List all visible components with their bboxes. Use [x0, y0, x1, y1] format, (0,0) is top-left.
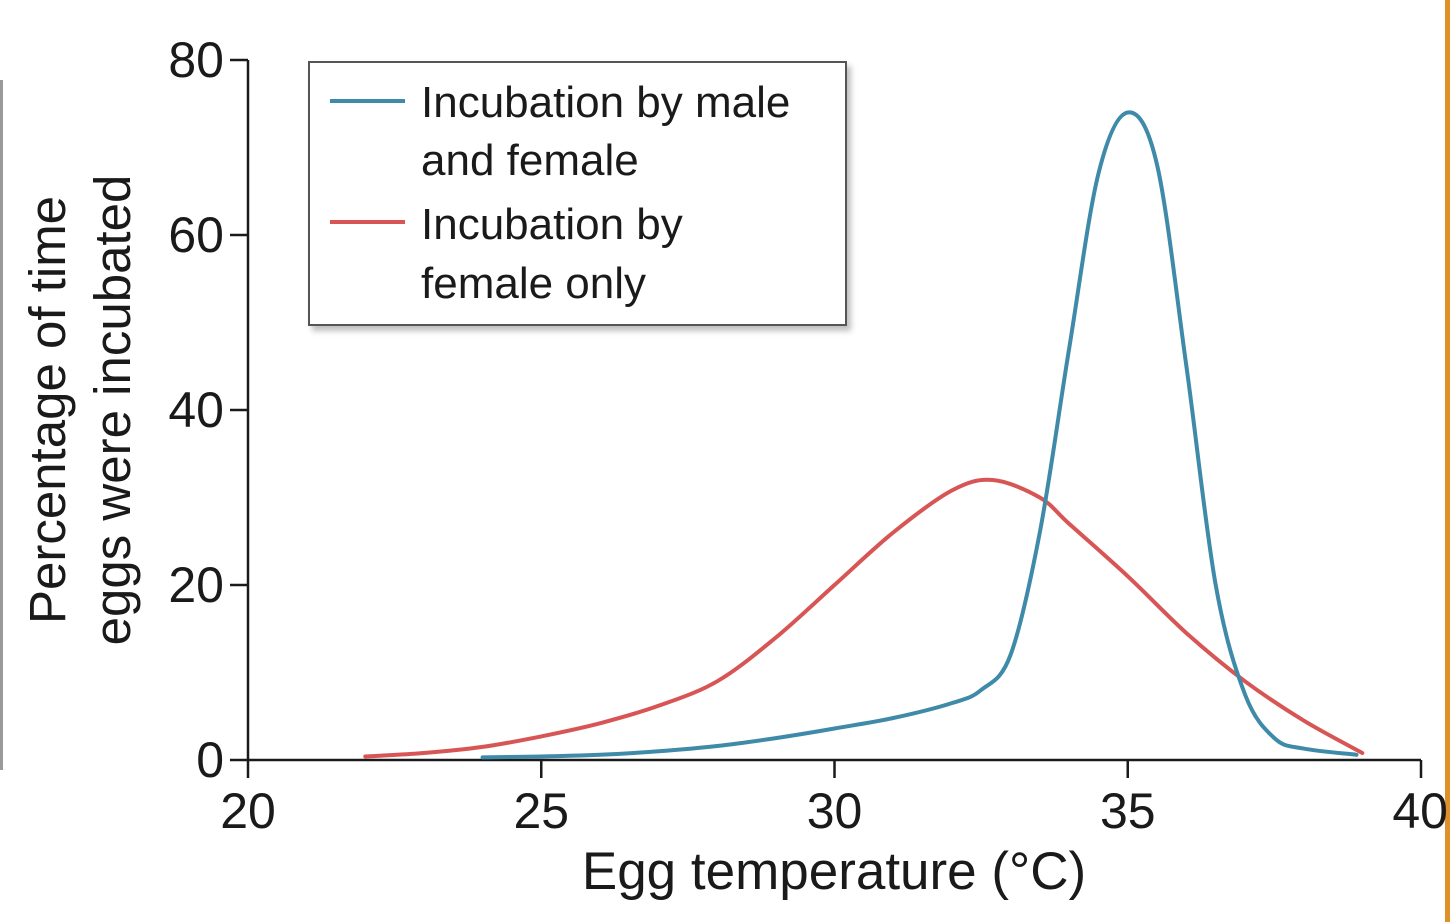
- x-tick-label: 35: [1100, 783, 1156, 839]
- x-axis-label: Egg temperature (°C): [582, 842, 1086, 901]
- x-tick-label: 20: [220, 783, 276, 839]
- series-layer: [363, 110, 1365, 760]
- right-edge-bar: [1445, 0, 1450, 922]
- y-ticks: 0 20 40 60 80: [168, 32, 248, 788]
- legend-label-male-female-line-2: and female: [421, 136, 639, 185]
- legend-label-male-female-line-1: Incubation by male: [421, 78, 790, 127]
- legend-label-female-only-line-1: Incubation by: [421, 200, 683, 249]
- series-line-male-and-female: [480, 110, 1359, 760]
- legend: Incubation by male and female Incubation…: [308, 61, 847, 326]
- y-axis-label-line-2: eggs were incubated: [84, 175, 141, 646]
- y-axis-label-line-1: Percentage of time: [19, 196, 76, 624]
- series-line-female-only: [363, 477, 1365, 759]
- x-tick-label: 25: [513, 783, 569, 839]
- legend-box: [308, 61, 847, 326]
- y-tick-label: 20: [168, 557, 224, 613]
- y-tick-label: 40: [168, 382, 224, 438]
- left-edge-bar: [0, 80, 3, 770]
- legend-label-female-only-line-2: female only: [421, 259, 646, 308]
- x-tick-label: 30: [807, 783, 863, 839]
- y-tick-label: 80: [168, 32, 224, 88]
- y-tick-label: 60: [168, 207, 224, 263]
- y-tick-label: 0: [196, 732, 224, 788]
- x-tick-label: 40: [1392, 783, 1448, 839]
- x-ticks: 20 25 30 35 40: [220, 760, 1448, 839]
